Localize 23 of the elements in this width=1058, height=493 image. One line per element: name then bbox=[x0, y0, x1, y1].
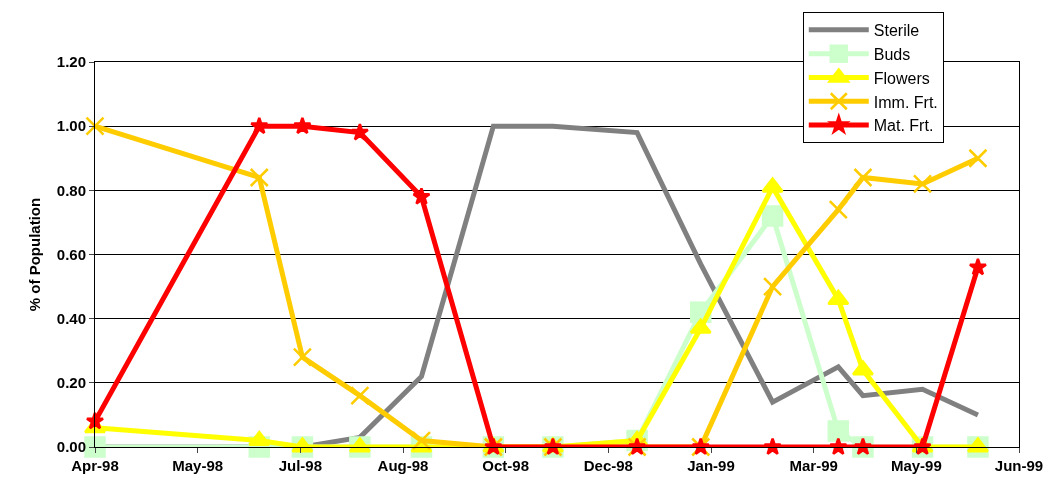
legend-label: Mat. Frt. bbox=[873, 117, 934, 135]
x-tick-label: May-99 bbox=[890, 457, 942, 474]
x-tick-label: Jul-98 bbox=[278, 457, 323, 474]
y-tick-label: 0.60 bbox=[56, 245, 86, 263]
y-tick-label: 0.20 bbox=[56, 374, 86, 392]
y-tick-label: 1.20 bbox=[56, 53, 86, 71]
x-tick-label: Jan-99 bbox=[687, 457, 735, 474]
x-tick-label: Mar-99 bbox=[789, 457, 838, 474]
x-tick-label: Jun-99 bbox=[994, 457, 1044, 474]
x-tick-label: May-98 bbox=[172, 457, 224, 474]
y-tick-label: 0.00 bbox=[56, 438, 86, 456]
y-axis-title: % of Population bbox=[26, 197, 44, 312]
x-tick-label: Oct-98 bbox=[482, 457, 530, 474]
legend-label: Sterile bbox=[873, 22, 920, 40]
x-tick-label: Apr-98 bbox=[71, 457, 119, 474]
y-tick-label: 1.00 bbox=[56, 117, 86, 135]
legend-label: Imm. Frt. bbox=[873, 93, 938, 111]
legend-label: Flowers bbox=[873, 69, 930, 87]
legend-label: Buds bbox=[873, 45, 911, 63]
x-tick-label: Aug-98 bbox=[377, 457, 429, 474]
y-tick-label: 0.40 bbox=[56, 309, 86, 327]
x-tick-label: Dec-98 bbox=[583, 457, 633, 474]
y-tick-label: 0.80 bbox=[56, 181, 86, 199]
